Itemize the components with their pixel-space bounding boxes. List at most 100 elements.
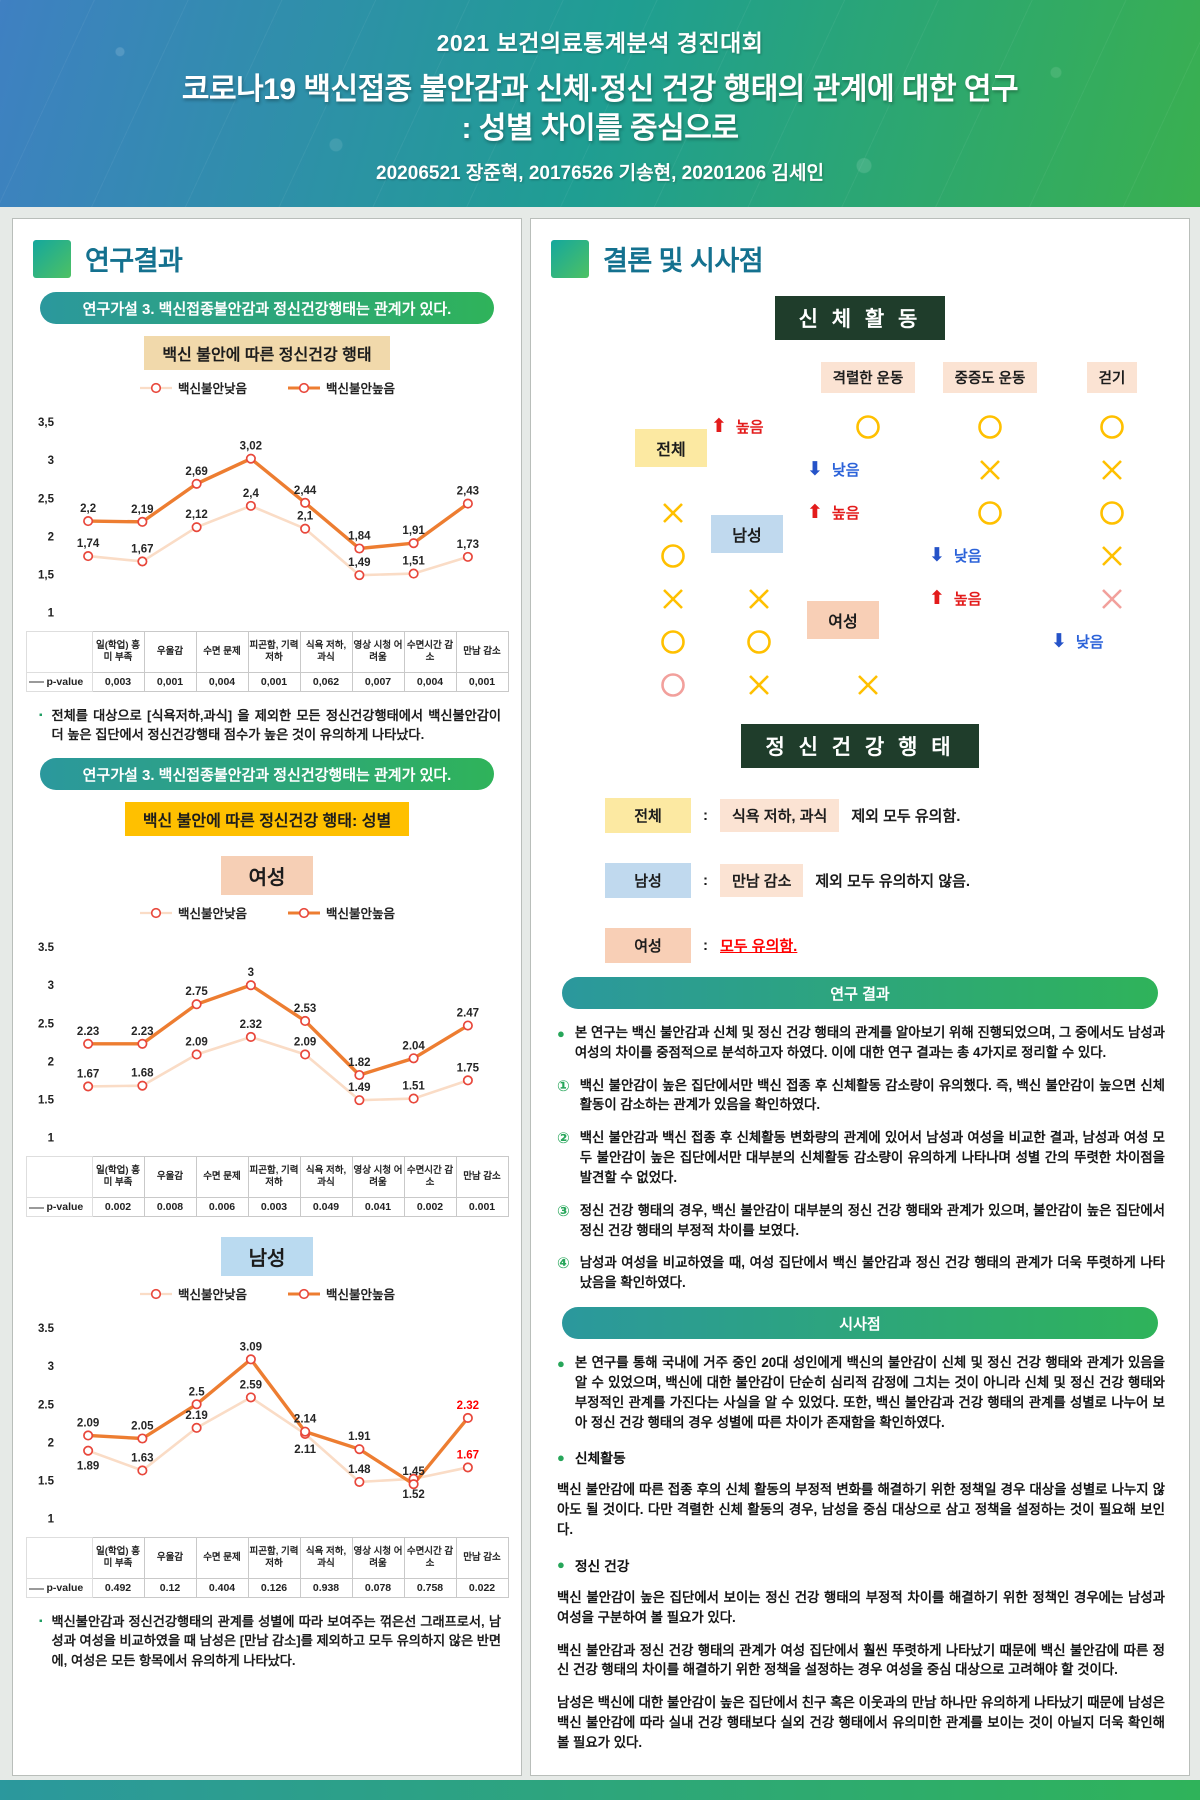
svg-text:2.05: 2.05 xyxy=(131,1421,154,1433)
mental-summary-row: 여성: 모두 유의함. xyxy=(605,928,1177,963)
svg-text:2.09: 2.09 xyxy=(77,1418,99,1430)
mark-cell xyxy=(929,448,1051,491)
svg-text:2.09: 2.09 xyxy=(185,1037,207,1049)
mark-cell xyxy=(635,663,711,706)
circled-number-icon: ③ xyxy=(557,1202,570,1220)
poster-title: 코로나19 백신접종 불안감과 신체·정신 건강 행태의 관계에 대한 연구 :… xyxy=(0,70,1200,148)
colon: : xyxy=(703,872,708,889)
category-header-cell: 우울감 xyxy=(143,631,197,673)
legend-item: 백신불안높음 xyxy=(287,903,395,922)
circle-mark-icon xyxy=(661,672,685,697)
svg-text:2.32: 2.32 xyxy=(457,1400,479,1412)
implications-list: ● 본 연구를 통해 국내에 거주 중인 20대 성인에게 백신의 불안감이 신체… xyxy=(557,1353,1165,1753)
svg-text:1,84: 1,84 xyxy=(348,530,371,542)
p-value-cell: 0.002 xyxy=(403,1197,457,1218)
svg-text:1: 1 xyxy=(48,607,55,619)
implications-subheader-text: 정신 건강 xyxy=(574,1558,630,1574)
p-value-cell: 0,004 xyxy=(403,672,457,692)
category-header-cell: 피곤함, 기력 저하 xyxy=(247,1537,301,1580)
svg-text:2,44: 2,44 xyxy=(294,485,317,497)
legend-marker-icon xyxy=(139,1288,172,1299)
legend-item: 백신불안높음 xyxy=(287,378,395,397)
svg-text:1,5: 1,5 xyxy=(38,569,55,581)
direction-cell: ⬇ 낮음 xyxy=(1051,620,1173,663)
p-value-cell: 0,062 xyxy=(299,672,353,692)
implications-banner: 시사점 xyxy=(562,1307,1158,1340)
hypothesis-banner-1: 연구가설 3. 백신접종불안감과 정신건강행태는 관계가 있다. xyxy=(39,292,495,324)
direction-cell: ⬆ 높음 xyxy=(929,577,1051,620)
category-header-cell: 식욕 저하, 과식 xyxy=(299,631,353,673)
activity-column-header: 중증도 운동 xyxy=(942,362,1038,393)
mark-cell xyxy=(711,620,807,663)
direction-cell: ⬆ 높음 xyxy=(807,491,929,534)
x-mark-icon xyxy=(980,459,1000,480)
mark-cell xyxy=(635,577,711,620)
direction-cell: ⬇ 낮음 xyxy=(929,534,1051,577)
mental-summary-row: 전체: 식욕 저하, 과식 제외 모두 유의함. xyxy=(605,798,1177,833)
mark-cell xyxy=(711,577,807,620)
results-bullet-list: ● 본 연구는 백신 불안감과 신체 및 정신 건강 행태의 관계를 알아보기 위… xyxy=(557,1023,1165,1293)
category-header-row: 일(학업) 흥미 부족 우울감 수면 문제 피곤함, 기력 저하 식욕 저하, 과식 영상… xyxy=(25,631,509,673)
category-header-cell: 우울감 xyxy=(143,1156,197,1199)
svg-text:1,91: 1,91 xyxy=(402,525,425,537)
p-value-cell: 0,003 xyxy=(91,672,145,692)
mark-cell xyxy=(1051,405,1173,448)
svg-text:2.23: 2.23 xyxy=(77,1026,99,1038)
chart-female: 백신불안낮음 백신불안높음 3.5 3 2.5 2 1.5 1 2.23 1.67 2.23 1.68… xyxy=(25,903,509,1218)
p-value-row: p-value 0,003 0,001 0,004 0,001 0,062 0,007 0,0… xyxy=(25,672,509,692)
circle-mark-icon xyxy=(747,629,771,654)
p-value-line-icon xyxy=(28,1587,44,1590)
legend-marker-icon xyxy=(288,1288,320,1299)
legend-label: 백신불안높음 xyxy=(326,382,396,396)
implications-subheader: ● 정신 건강 xyxy=(557,1555,1165,1575)
svg-text:1,49: 1,49 xyxy=(348,557,370,569)
svg-text:2.19: 2.19 xyxy=(185,1410,207,1422)
svg-text:3: 3 xyxy=(48,1361,54,1373)
p-value-cell: 0,001 xyxy=(247,672,301,692)
svg-text:2.04: 2.04 xyxy=(402,1041,425,1053)
category-header-cell: 식욕 저하, 과식 xyxy=(299,1156,353,1199)
svg-text:1.51: 1.51 xyxy=(402,1081,425,1093)
p-value-cell: 0,004 xyxy=(195,672,249,692)
p-value-row: p-value 0.492 0.12 0.404 0.126 0.938 0.078 0.75… xyxy=(25,1578,509,1599)
square-bullet-icon: ▪ xyxy=(39,1616,43,1628)
p-value-label: p-value xyxy=(46,676,84,688)
chart-legend: 백신불안낮음 백신불안높음 xyxy=(25,378,509,397)
svg-text:1.45: 1.45 xyxy=(402,1466,425,1478)
results-bullet: ① 백신 불안감이 높은 집단에서만 백신 접종 후 신체활동 감소량이 유의했다… xyxy=(557,1076,1165,1116)
p-value-table: 일(학업) 흥미 부족 우울감 수면 문제 피곤함, 기력 저하 식욕 저하, 과식 영상… xyxy=(25,631,509,692)
category-header-row: 일(학업) 흥미 부족 우울감 수면 문제 피곤함, 기력 저하 식욕 저하, 과식 영상… xyxy=(25,1537,509,1580)
mark-cell xyxy=(635,620,711,663)
low-label: 낮음 xyxy=(953,548,982,565)
mark-cell xyxy=(929,491,1051,534)
results-bullet-text: 남성과 여성을 비교하였을 때, 여성 집단에서 백신 불안감과 정신 건강 행… xyxy=(579,1255,1165,1291)
p-value-cell: 0.006 xyxy=(195,1197,249,1218)
implications-paragraph: 남성은 백신에 대한 불안감이 높은 집단에서 친구 혹은 이웃과의 만남 하나… xyxy=(557,1695,1165,1750)
down-arrow-icon: ⬇ xyxy=(1051,631,1067,652)
results-bullet: ② 백신 불안감과 백신 접종 후 신체활동 변화량의 관계에 있어서 남성과 여… xyxy=(557,1128,1165,1187)
legend-item: 백신불안낮음 xyxy=(139,378,247,397)
svg-text:1.82: 1.82 xyxy=(348,1057,370,1069)
group-label-m: 남성 xyxy=(711,515,783,553)
activity-column-header: 격렬한 운동 xyxy=(820,362,916,393)
down-arrow-icon: ⬇ xyxy=(929,545,945,566)
results-bullet-text: 백신 불안감이 높은 집단에서만 백신 접종 후 신체활동 감소량이 유의했다.… xyxy=(579,1077,1165,1113)
svg-text:1,73: 1,73 xyxy=(457,539,479,551)
line-chart-plot: 3.532.521.512.231.672.231.682.752.0932.3… xyxy=(38,942,480,1144)
results-section-header: 연구결과 xyxy=(33,239,509,278)
svg-text:2,69: 2,69 xyxy=(185,466,207,478)
category-header-cell: 수면시간 감소 xyxy=(403,1156,457,1199)
circle-mark-icon xyxy=(856,414,880,439)
authors: 20206521 장준혁, 20176526 기송현, 20201206 김세인 xyxy=(376,163,824,184)
chart-legend: 백신불안낮음 백신불안높음 xyxy=(25,1284,509,1303)
svg-text:3: 3 xyxy=(48,980,54,992)
table-corner-cell xyxy=(25,1156,93,1199)
svg-text:3: 3 xyxy=(248,967,254,979)
direction-cell: ⬆ 높음 xyxy=(711,405,807,448)
direction-cell: ⬇ 낮음 xyxy=(807,448,929,491)
physical-activity-table: 격렬한 운동 중증도 운동 걷기 전체 ⬆ 높음 ⬇ 낮음 남성 ⬆ 높음 ⬇ 낮음 여성 ⬆ 높음 ⬇ 낮음 xyxy=(635,362,1177,706)
p-value-label-cell: p-value xyxy=(25,1197,93,1218)
mental-summary-text: 제외 모두 유의하지 않음. xyxy=(815,873,971,890)
high-label: 높음 xyxy=(831,505,860,522)
